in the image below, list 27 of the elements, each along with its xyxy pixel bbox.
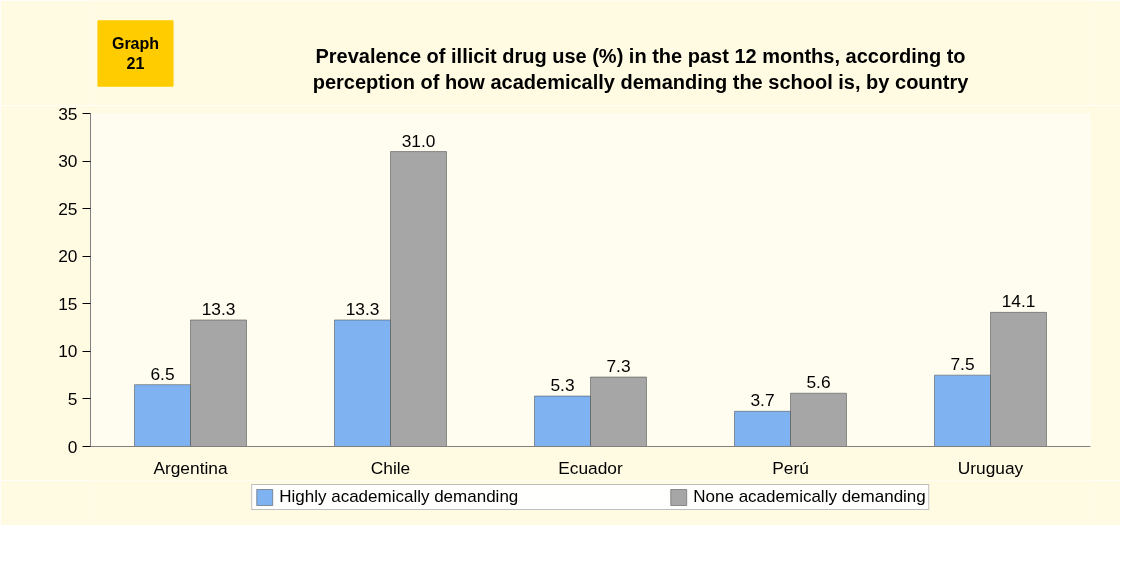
data-label: 5.3	[550, 375, 575, 396]
legend-label: None academically demanding	[693, 487, 926, 507]
data-label: 13.3	[345, 298, 380, 319]
legend-label: Highly academically demanding	[279, 487, 519, 507]
x-tick-label: Ecuador	[558, 457, 623, 478]
data-label: 14.1	[1001, 291, 1036, 312]
data-label: 31.0	[401, 130, 436, 151]
data-label: 5.6	[806, 372, 831, 393]
y-tick-label: 25	[58, 198, 78, 219]
y-tick-label: 35	[58, 103, 78, 124]
data-label: 13.3	[201, 298, 236, 319]
data-label: 6.5	[150, 363, 175, 384]
x-tick-label: Perú	[772, 457, 809, 478]
y-tick-label: 30	[58, 151, 78, 172]
x-tick-label: Uruguay	[957, 457, 1024, 478]
y-tick-label: 20	[58, 246, 78, 267]
x-tick-label: Argentina	[153, 457, 228, 478]
x-tick-label: Chile	[370, 457, 411, 478]
chart-title: Prevalence of illicit drug use (%) in the past 12 months, according to perception of how academically demanding the school is, by country	[312, 44, 970, 93]
y-tick-label: 5	[67, 388, 78, 409]
data-label: 7.3	[606, 356, 631, 377]
data-label: 7.5	[950, 354, 975, 375]
caption: Graph 21	[111, 34, 160, 73]
y-tick-label: 0	[67, 436, 78, 457]
y-tick-label: 15	[58, 293, 78, 314]
y-tick-label: 10	[58, 341, 78, 362]
data-label: 3.7	[750, 390, 775, 411]
